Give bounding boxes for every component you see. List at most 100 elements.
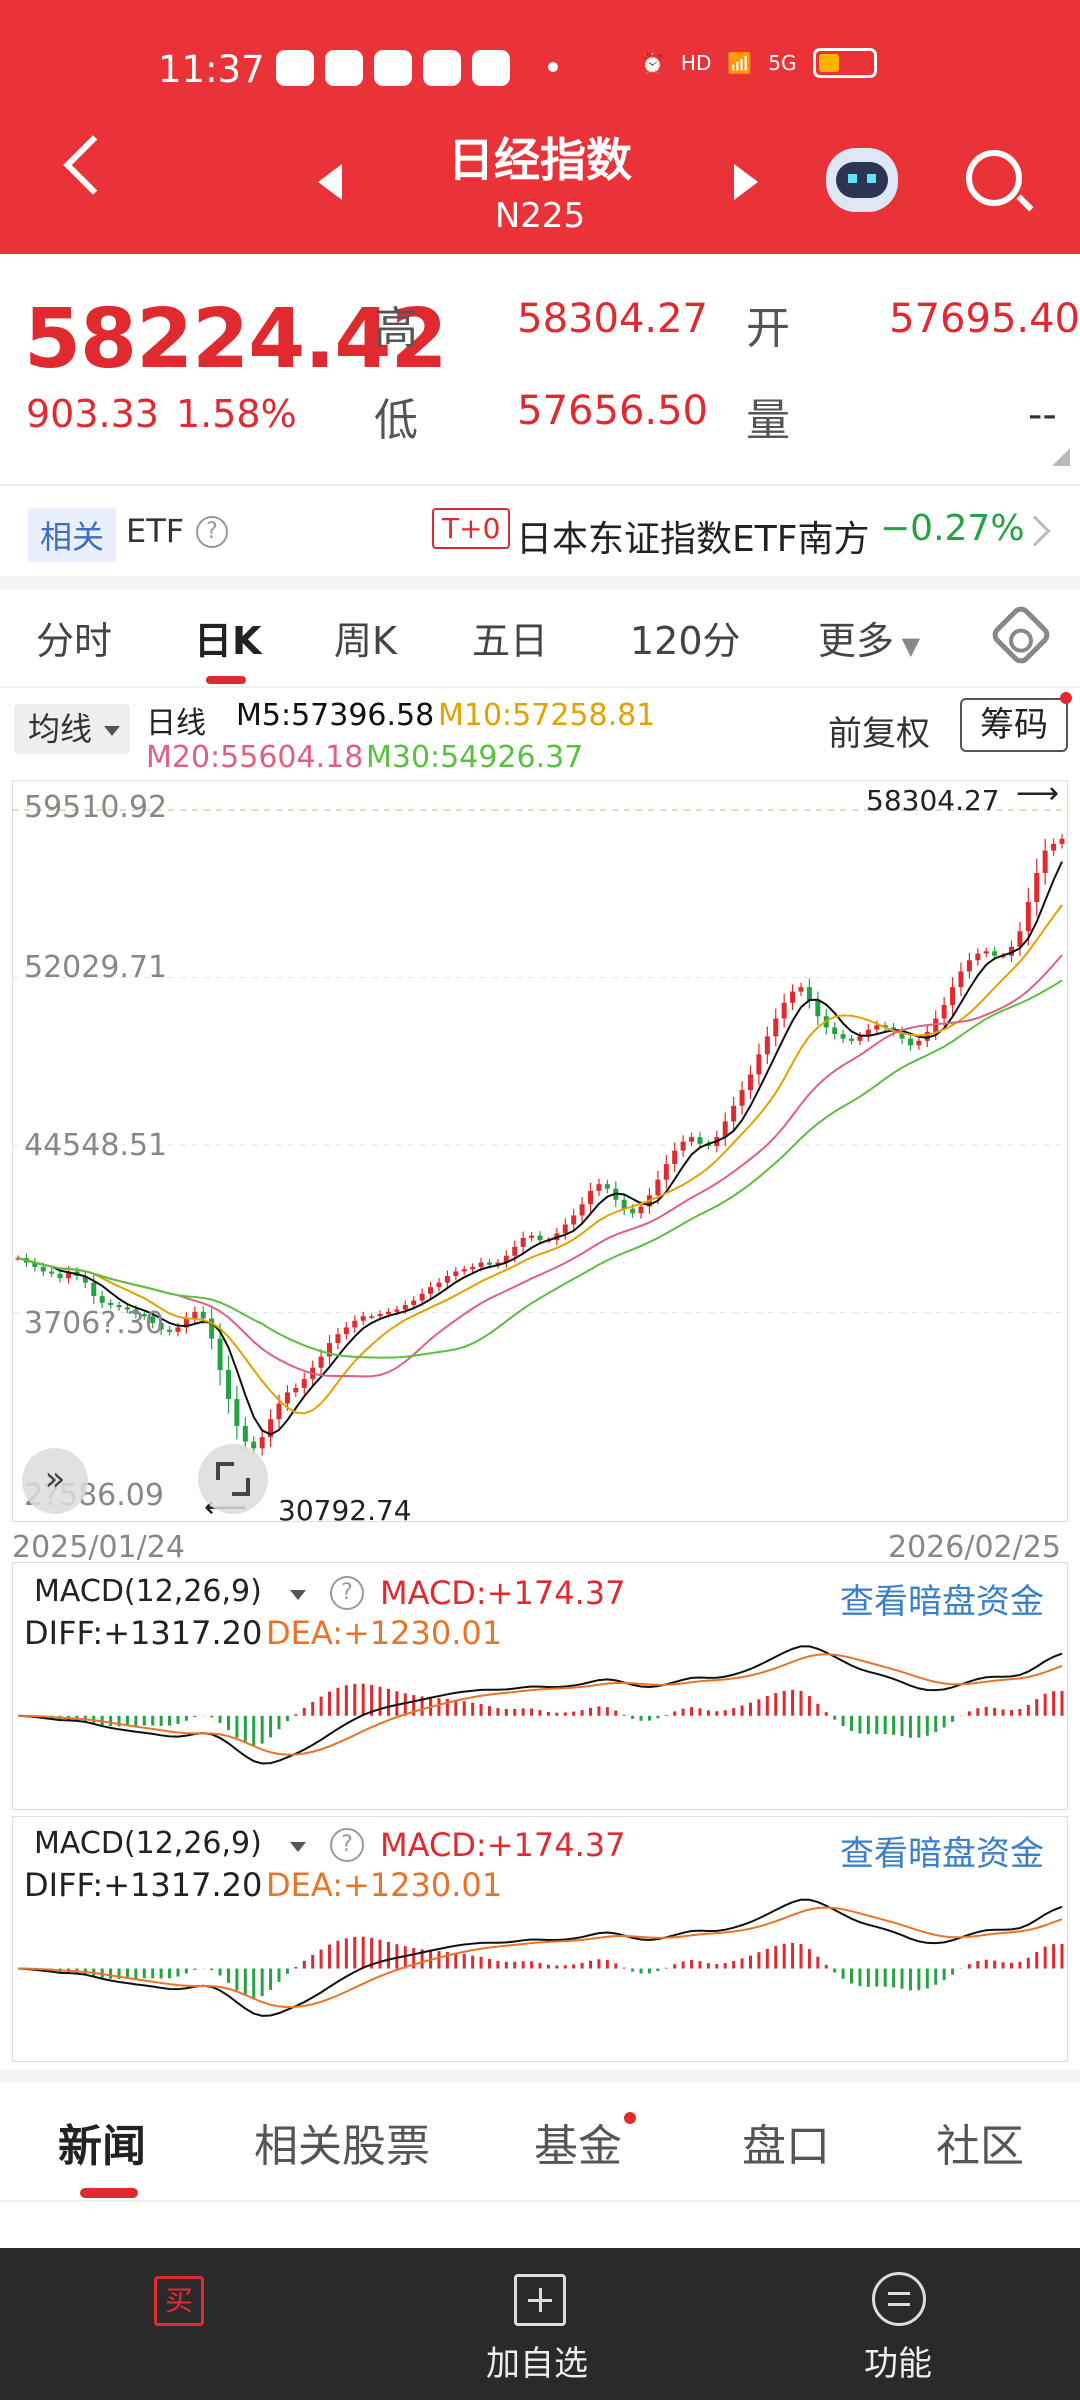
candle-body (1034, 872, 1040, 903)
candle-body (91, 1282, 97, 1297)
diff-value: DIFF:+1317.20 (24, 1614, 263, 1652)
low-label: 低 (374, 395, 418, 446)
candle-body (1008, 946, 1014, 956)
wifi-icon: 📶 (727, 51, 753, 75)
tab-weekly-k[interactable]: 周K (334, 619, 397, 663)
arrow-right-icon: ⟶ (1016, 776, 1060, 811)
search-icon[interactable] (966, 150, 1022, 206)
tab-funds[interactable]: 基金 (534, 2121, 622, 2172)
expand-quote-icon[interactable] (1052, 448, 1070, 466)
candle-body (402, 1305, 408, 1310)
candle-body (832, 1027, 838, 1035)
ma10-line (17, 904, 1063, 1415)
notification-dot (624, 2112, 636, 2124)
app-notification-icon (325, 50, 363, 86)
more-notifications-dot (548, 62, 558, 72)
app-notification-icon (276, 50, 314, 86)
candle-body (259, 1437, 265, 1449)
robot-assistant-icon[interactable] (826, 148, 898, 212)
buy-icon[interactable]: 买 (154, 2276, 204, 2326)
chip-button[interactable]: 筹码 (960, 698, 1068, 752)
candle-body (849, 1038, 855, 1041)
help-icon[interactable]: ? (196, 516, 228, 548)
etf-label: ETF (126, 512, 185, 550)
tab-intraday[interactable]: 分时 (36, 619, 113, 663)
tab-related-stocks[interactable]: 相关股票 (254, 2121, 430, 2172)
y-axis-label: 44548.51 (24, 1128, 168, 1163)
candle-body (882, 1025, 888, 1028)
macd-indicator-name[interactable]: MACD(12,26,9) (34, 1574, 262, 1609)
fast-forward-icon[interactable]: » (22, 1448, 88, 1514)
kline-plot (12, 809, 1068, 1456)
price-change: 903.33 (26, 392, 159, 436)
candle-body (133, 1309, 139, 1315)
candle-body (579, 1204, 585, 1216)
kline-chart[interactable] (12, 780, 1068, 1522)
chevron-down-icon[interactable] (290, 1842, 306, 1852)
section-gap (0, 2070, 1080, 2082)
candle-body (983, 951, 989, 954)
tab-five-day[interactable]: 五日 (472, 619, 549, 663)
volume-label: 量 (746, 395, 790, 446)
candle-body (638, 1206, 644, 1214)
candle-body (537, 1235, 543, 1241)
candle-body (234, 1399, 240, 1426)
macd-panel[interactable] (12, 1562, 1068, 1810)
dark-pool-funds-link[interactable]: 查看暗盘资金 (840, 1582, 1044, 1622)
adjustment-toggle[interactable]: 前复权 (828, 714, 930, 754)
next-index-icon[interactable] (734, 164, 758, 200)
tab-120-min[interactable]: 120分 (630, 619, 741, 663)
candle-body (192, 1311, 198, 1319)
candle-body (562, 1224, 568, 1234)
candle-body (596, 1184, 602, 1191)
candle-body (276, 1403, 282, 1420)
candle-body (899, 1031, 905, 1039)
candle-body (175, 1327, 181, 1332)
candle-body (663, 1163, 669, 1180)
chevron-down-icon[interactable] (290, 1590, 306, 1600)
macd-plot (17, 1898, 1064, 2017)
ma-select-button[interactable]: 均线 (14, 704, 130, 754)
menu-icon[interactable] (872, 2272, 926, 2326)
macd-indicator-name[interactable]: MACD(12,26,9) (34, 1826, 262, 1861)
dark-pool-funds-link[interactable]: 查看暗盘资金 (840, 1834, 1044, 1874)
dea-line (17, 1906, 1063, 2009)
previous-index-icon[interactable] (318, 164, 342, 200)
add-watchlist-icon[interactable] (514, 2274, 566, 2326)
candle-body (790, 991, 796, 1003)
current-price: 58224.42 (24, 292, 448, 387)
divider (0, 2200, 1080, 2202)
candle-body (958, 971, 964, 988)
etf-name-link[interactable]: 日本东证指数ETF南方 (516, 519, 870, 560)
candle-body (571, 1215, 577, 1225)
section-gap (0, 576, 1080, 590)
add-watchlist-label[interactable]: 加自选 (486, 2344, 588, 2384)
tab-order-book[interactable]: 盘口 (742, 2121, 830, 2172)
tab-community[interactable]: 社区 (936, 2121, 1024, 2172)
back-arrow-icon[interactable] (63, 135, 123, 195)
candle-body (343, 1327, 349, 1335)
etf-change-pct: −0.27% (880, 508, 1025, 549)
high-value: 58304.27 (517, 296, 708, 342)
macd-value: MACD:+174.37 (380, 1826, 626, 1864)
chart-settings-icon[interactable] (988, 602, 1054, 668)
tab-news[interactable]: 新闻 (58, 2121, 146, 2172)
candle-body (966, 960, 972, 972)
candle-body (49, 1271, 55, 1274)
candle-body (731, 1105, 737, 1122)
notification-dot (1060, 692, 1072, 704)
diff-value: DIFF:+1317.20 (24, 1866, 263, 1904)
function-label[interactable]: 功能 (864, 2344, 932, 2384)
macd-panel[interactable] (12, 1816, 1068, 2062)
help-icon[interactable]: ? (330, 1828, 364, 1862)
fullscreen-icon[interactable] (198, 1444, 268, 1514)
dea-value: DEA:+1230.01 (266, 1614, 503, 1652)
candle-body (916, 1040, 922, 1046)
candle-body (604, 1184, 610, 1189)
tab-more[interactable]: 更多 ▼ (818, 610, 920, 665)
help-icon[interactable]: ? (330, 1576, 364, 1610)
candle-body (369, 1316, 375, 1318)
candle-body (739, 1090, 745, 1106)
tab-daily-k[interactable]: 日K (194, 619, 262, 663)
app-notification-icon (472, 50, 510, 86)
